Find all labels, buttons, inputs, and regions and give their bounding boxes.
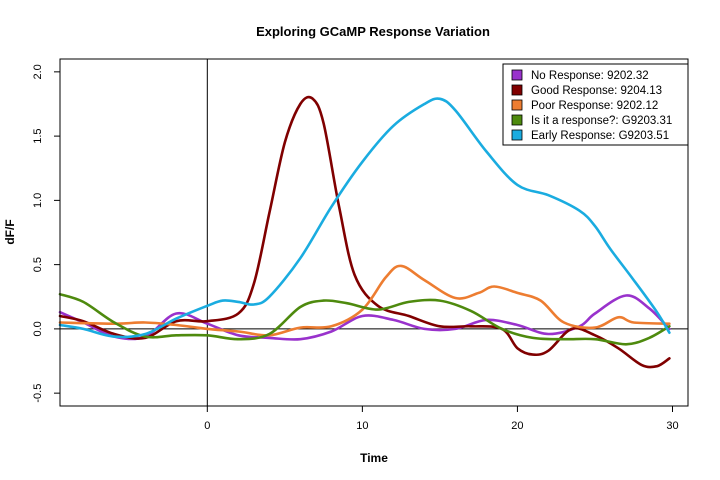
chart-title: Exploring GCaMP Response Variation <box>256 24 490 39</box>
x-axis-label: Time <box>360 451 388 465</box>
legend-swatch <box>511 69 523 81</box>
y-tick-label: 2.0 <box>32 64 44 79</box>
legend-swatch <box>511 129 523 141</box>
x-tick-label: 30 <box>666 420 678 432</box>
y-axis-label: dF/F <box>3 219 17 244</box>
legend: No Response: 9202.32 Good Response: 9204.… <box>502 63 689 146</box>
y-tick-label: -0.5 <box>32 384 44 403</box>
legend-label: Good Response: 9204.13 <box>531 85 662 97</box>
legend-swatch <box>511 99 523 111</box>
legend-box <box>502 63 689 146</box>
y-tick-label: 1.5 <box>32 128 44 143</box>
legend-swatch <box>511 84 523 96</box>
legend-label: Early Response: G9203.51 <box>531 130 669 142</box>
series-group <box>58 95 671 369</box>
x-tick-label: 10 <box>356 420 368 432</box>
series-line-3 <box>58 292 671 346</box>
series-line-4 <box>58 97 671 339</box>
x-tick-label: 0 <box>204 420 210 432</box>
legend-label: No Response: 9202.32 <box>531 70 649 82</box>
y-axis-ticks: -0.5 0.0 0.5 1.0 1.5 2.0 <box>32 64 60 403</box>
y-tick-label: 0.0 <box>32 321 44 336</box>
y-tick-label: 0.5 <box>32 257 44 272</box>
legend-label: Poor Response: 9202.12 <box>531 100 658 112</box>
plot-frame <box>59 58 689 407</box>
series-line-1 <box>58 95 671 369</box>
legend-swatch <box>511 114 523 126</box>
x-axis-ticks: 0 10 20 30 <box>204 406 679 432</box>
y-tick-label: 1.0 <box>32 193 44 208</box>
series-line-2 <box>58 264 671 337</box>
legend-label: Is it a response?: G9203.31 <box>531 115 672 127</box>
x-tick-label: 20 <box>511 420 523 432</box>
